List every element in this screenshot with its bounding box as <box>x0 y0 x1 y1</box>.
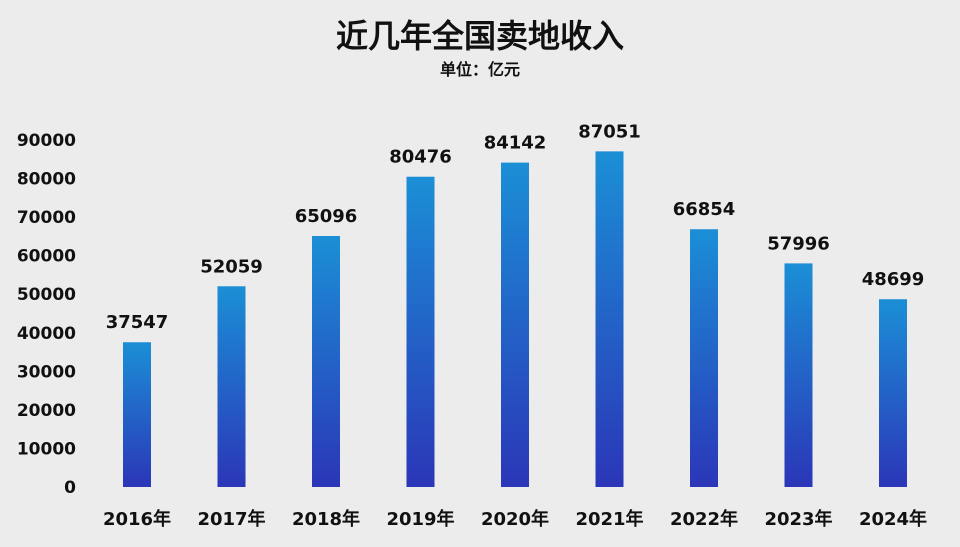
bar-value-label: 52059 <box>200 256 263 277</box>
x-tick-label: 2018年 <box>292 508 360 530</box>
y-tick-label: 20000 <box>17 401 76 421</box>
bar <box>312 236 340 487</box>
bar <box>879 299 907 487</box>
x-tick-label: 2022年 <box>670 508 738 530</box>
bar <box>217 286 246 487</box>
x-tick-label: 2016年 <box>103 508 171 530</box>
y-tick-label: 60000 <box>17 247 76 267</box>
bar-value-label: 57996 <box>767 233 830 254</box>
bar-value-label: 37547 <box>106 312 169 333</box>
bar <box>501 162 529 487</box>
y-tick-label: 50000 <box>17 285 76 305</box>
bar <box>784 263 813 487</box>
y-tick-label: 10000 <box>17 439 76 459</box>
x-tick-label: 2024年 <box>859 508 927 530</box>
chart-subtitle: 单位：亿元 <box>439 60 520 79</box>
bar-value-label: 87051 <box>578 121 641 142</box>
bars: 37547 52059 65096 80476 84142 87051 66854 57996… <box>106 121 925 487</box>
bar-value-label: 48699 <box>862 269 925 290</box>
y-tick-label: 70000 <box>17 208 76 228</box>
bar <box>690 229 718 487</box>
x-tick-label: 2020年 <box>481 508 549 530</box>
x-tick-label: 2017年 <box>197 508 265 530</box>
bar-value-label: 66854 <box>673 199 736 220</box>
bar-value-label: 65096 <box>295 206 358 227</box>
bar-value-label: 80476 <box>389 147 452 168</box>
bar-value-label: 84142 <box>484 133 547 154</box>
x-tick-label: 2019年 <box>386 508 454 530</box>
y-tick-label: 0 <box>64 478 76 498</box>
bar <box>123 342 151 487</box>
x-tick-label: 2021年 <box>575 508 643 530</box>
y-tick-label: 40000 <box>17 324 76 344</box>
bar <box>595 151 624 487</box>
y-axis: 0 10000 20000 30000 40000 50000 60000 70000 8000… <box>17 131 76 498</box>
bar <box>406 176 435 487</box>
y-tick-label: 90000 <box>17 131 76 151</box>
y-tick-label: 80000 <box>17 170 76 190</box>
x-axis: 2016年 2017年 2018年 2019年 2020年 2021年 2022年 2023年… <box>103 508 927 530</box>
chart-title: 近几年全国卖地收入 <box>335 17 624 55</box>
y-tick-label: 30000 <box>17 362 76 382</box>
x-tick-label: 2023年 <box>764 508 832 530</box>
